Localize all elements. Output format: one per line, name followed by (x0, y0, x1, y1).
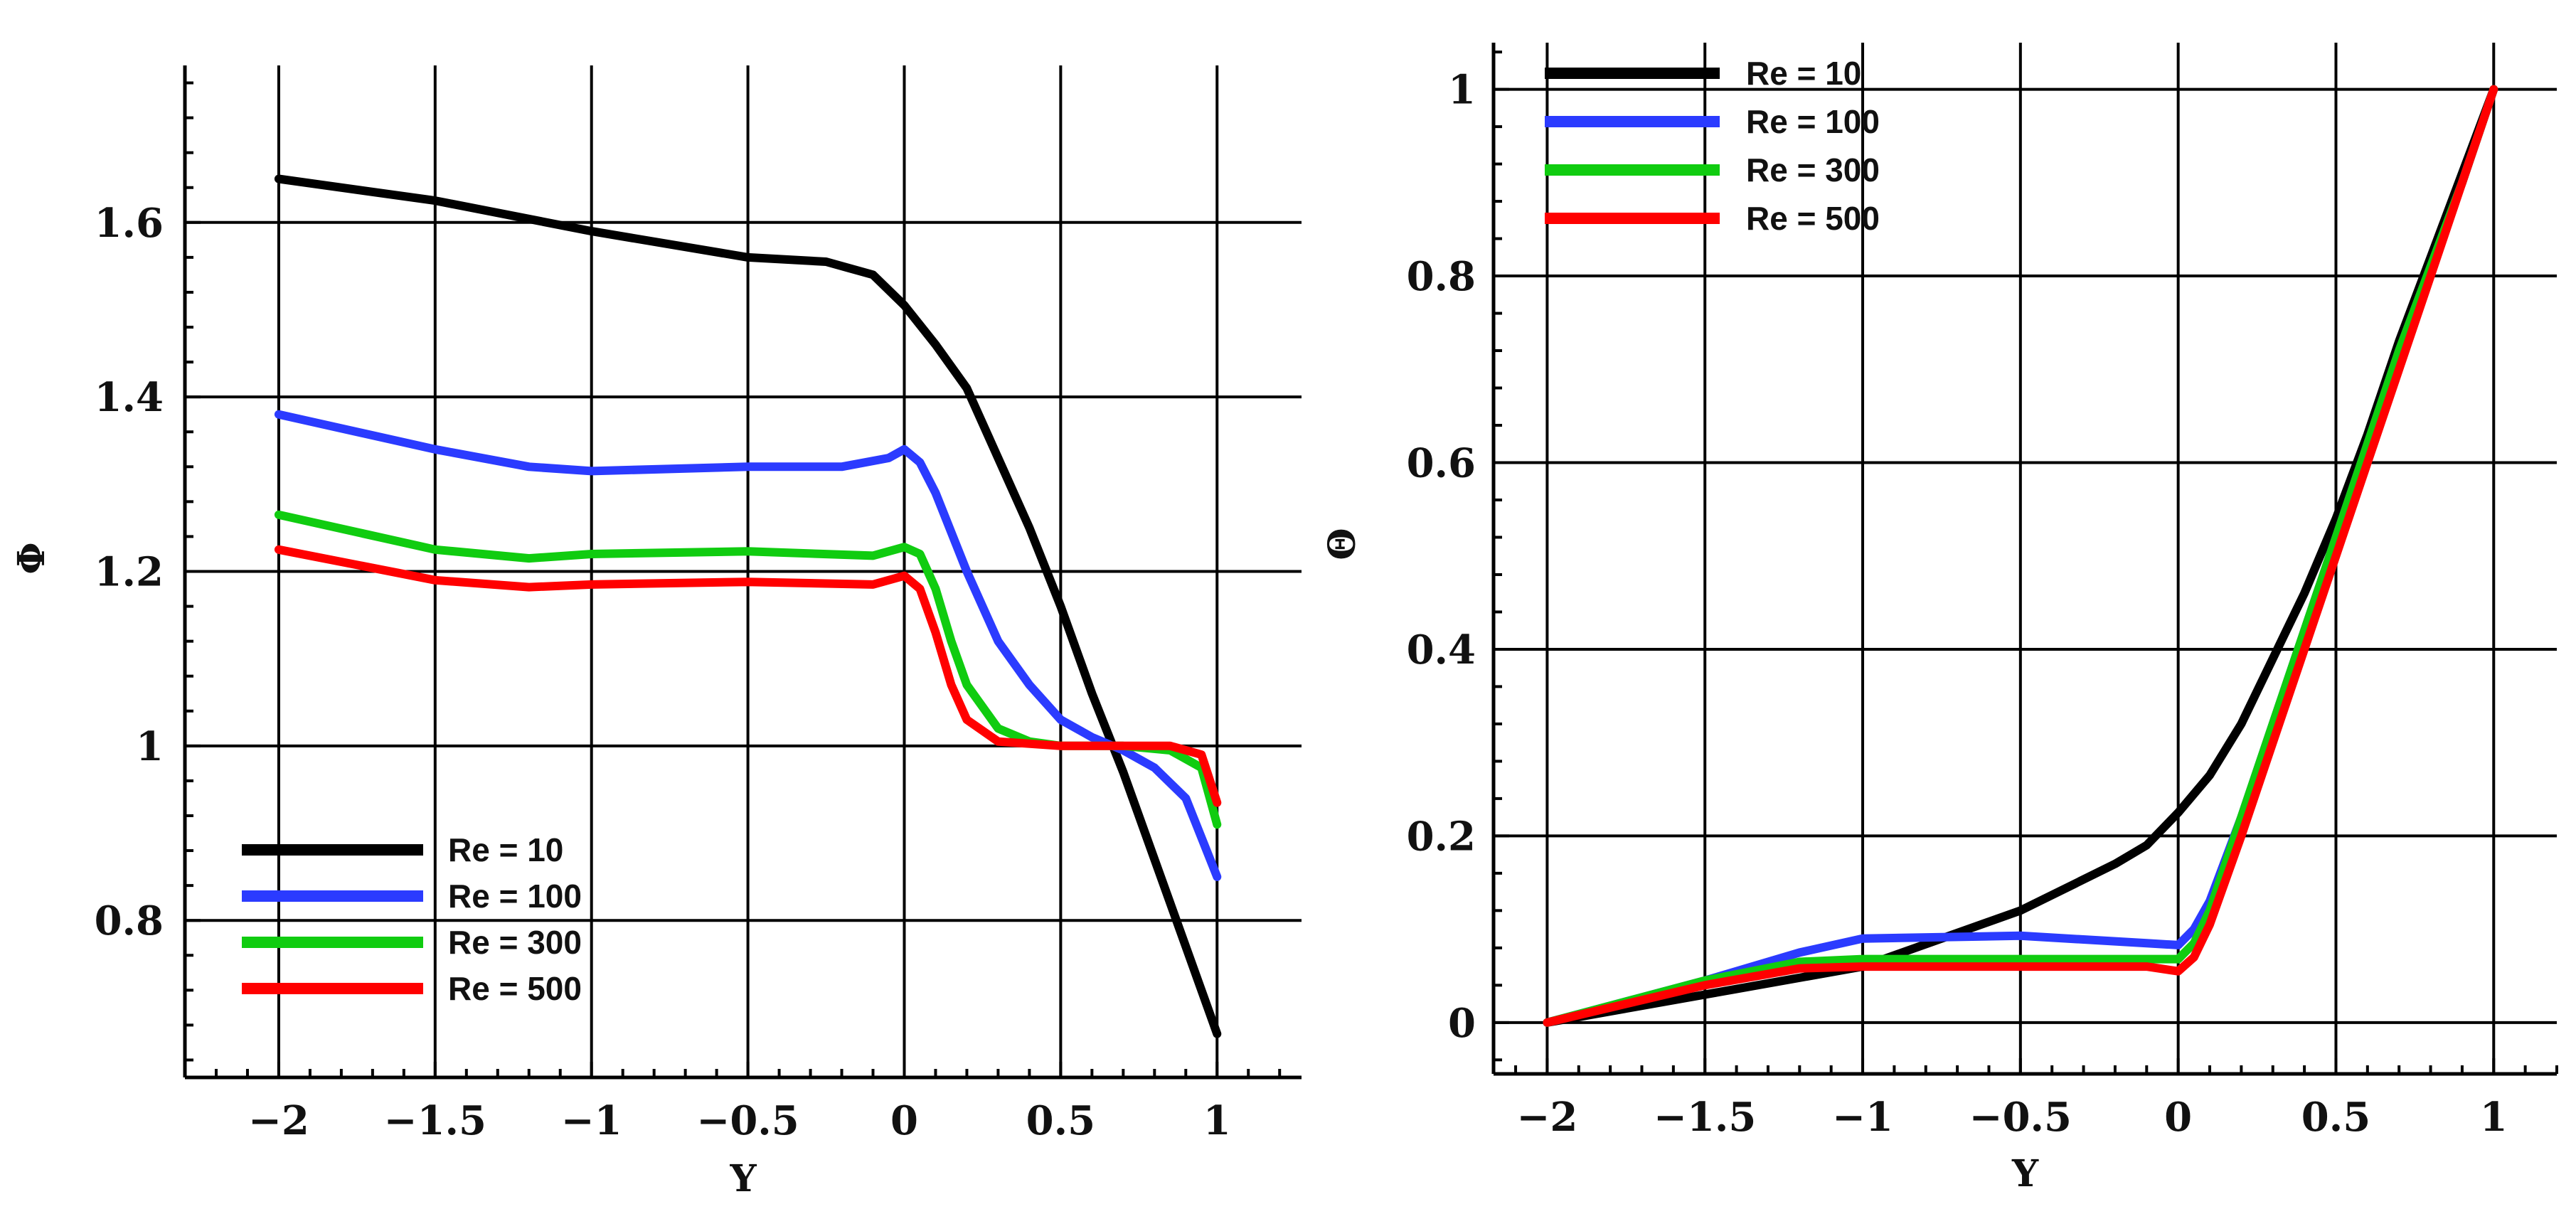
x-tick-label: 1 (2480, 1094, 2508, 1141)
legend-label: Re = 300 (1746, 151, 1880, 188)
y-tick-label: 0.6 (1407, 440, 1476, 486)
x-tick-label: 0.5 (2301, 1094, 2370, 1141)
series-line-re-500 (274, 545, 1222, 807)
x-axis-title: Y (729, 1157, 757, 1200)
y-tick-label: 1.6 (95, 200, 164, 247)
legend-label: Re = 100 (1746, 103, 1880, 140)
x-tick-label: −1.5 (384, 1097, 486, 1144)
x-tick-label: 0.5 (1026, 1097, 1095, 1144)
y-axis-title: Θ (1321, 528, 1364, 560)
x-tick-label: −1.5 (1654, 1094, 1756, 1141)
y-tick-label: 1 (1448, 67, 1476, 114)
y-tick-label: 1 (136, 723, 164, 770)
x-tick-label: −0.5 (696, 1097, 799, 1144)
legend-label: Re = 10 (1746, 55, 1861, 92)
y-tick-label: 0.8 (1407, 253, 1476, 300)
x-tick-label: 1 (1203, 1097, 1231, 1144)
x-axis-title: Y (2011, 1152, 2039, 1195)
legend-label: Re = 500 (448, 970, 582, 1007)
x-tick-label: 0 (2164, 1094, 2192, 1141)
x-tick-label: −1 (561, 1097, 622, 1144)
legend-label: Re = 300 (448, 924, 582, 961)
y-tick-label: 0.2 (1407, 813, 1476, 860)
x-tick-label: −1 (1832, 1094, 1893, 1141)
series-line-re-500 (1543, 85, 2498, 1027)
y-axis-title: Φ (10, 542, 53, 574)
x-tick-label: −0.5 (1969, 1094, 2072, 1141)
legend-label: Re = 500 (1746, 200, 1880, 237)
series-line-re-300 (1543, 85, 2498, 1027)
x-tick-label: −2 (248, 1097, 309, 1144)
series-line-re-100 (274, 410, 1222, 881)
y-tick-label: 1.4 (95, 374, 164, 421)
series-line-re-10 (274, 174, 1222, 1038)
y-tick-label: 1.2 (95, 549, 164, 596)
y-tick-label: 0.4 (1407, 627, 1476, 673)
x-tick-label: −2 (1516, 1094, 1577, 1141)
phi-chart: −2 −1.5 −1 −0.5 0 0.5 1 0.8 1 1.2 1.4 1.6 Y Φ Re = 10 R… (10, 65, 1302, 1200)
y-tick-label: 0 (1448, 1000, 1476, 1047)
y-tick-label: 0.8 (95, 898, 164, 944)
legend-label: Re = 10 (448, 831, 563, 868)
x-tick-label: 0 (890, 1097, 918, 1144)
legend-label: Re = 100 (448, 878, 582, 915)
theta-chart: −2 −1.5 −1 −0.5 0 0.5 1 0 0.2 0.4 0.6 0.8 1 Y Θ Re = 10… (1321, 43, 2558, 1195)
